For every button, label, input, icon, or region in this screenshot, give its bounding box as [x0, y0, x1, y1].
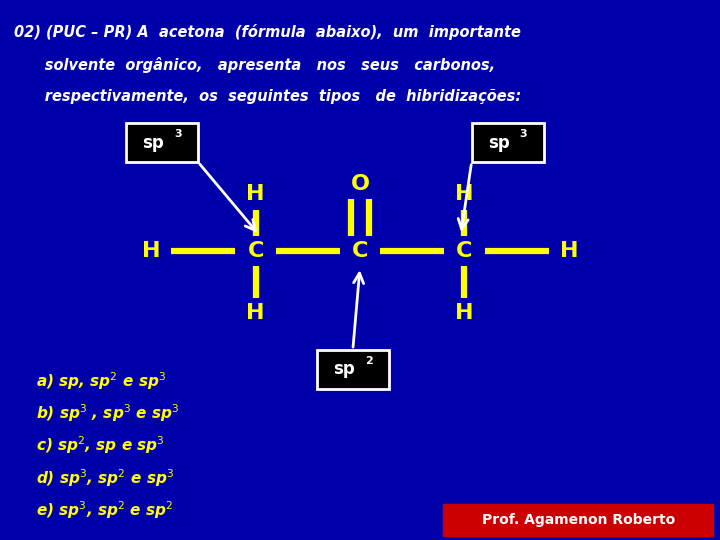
Bar — [317, 350, 389, 389]
Text: H: H — [246, 184, 265, 205]
Text: H: H — [142, 241, 161, 261]
Text: a) sp, sp$^2$ e sp$^3$: a) sp, sp$^2$ e sp$^3$ — [36, 370, 166, 392]
Text: 02) (PUC – PR) A  acetona  (fórmula  abaixo),  um  importante: 02) (PUC – PR) A acetona (fórmula abaixo… — [14, 24, 521, 40]
Text: sp: sp — [488, 133, 510, 152]
Text: O: O — [351, 173, 369, 194]
Bar — [472, 123, 544, 162]
Text: respectivamente,  os  seguintes  tipos   de  hibridizações:: respectivamente, os seguintes tipos de h… — [14, 89, 522, 104]
Text: c) sp$^2$, sp e sp$^3$: c) sp$^2$, sp e sp$^3$ — [36, 435, 165, 456]
Text: b) sp$^3$ , sp$^3$ e sp$^3$: b) sp$^3$ , sp$^3$ e sp$^3$ — [36, 402, 179, 424]
Text: H: H — [246, 303, 265, 323]
Text: solvente  orgânico,   apresenta   nos   seus   carbonos,: solvente orgânico, apresenta nos seus ca… — [14, 57, 495, 73]
Text: H: H — [455, 184, 474, 205]
Text: 2: 2 — [365, 356, 372, 366]
Text: C: C — [248, 241, 264, 261]
Text: Prof. Agamenon Roberto: Prof. Agamenon Roberto — [482, 513, 675, 527]
Text: sp: sp — [143, 133, 164, 152]
Bar — [126, 123, 198, 162]
Text: 3: 3 — [520, 129, 527, 139]
Text: C: C — [456, 241, 472, 261]
Text: 3: 3 — [174, 129, 181, 139]
Text: d) sp$^3$, sp$^2$ e sp$^3$: d) sp$^3$, sp$^2$ e sp$^3$ — [36, 467, 174, 489]
Text: H: H — [455, 303, 474, 323]
Text: e) sp$^3$, sp$^2$ e sp$^2$: e) sp$^3$, sp$^2$ e sp$^2$ — [36, 500, 174, 521]
Text: H: H — [559, 241, 578, 261]
Text: C: C — [352, 241, 368, 261]
Bar — [443, 504, 713, 536]
Text: sp: sp — [333, 360, 355, 379]
